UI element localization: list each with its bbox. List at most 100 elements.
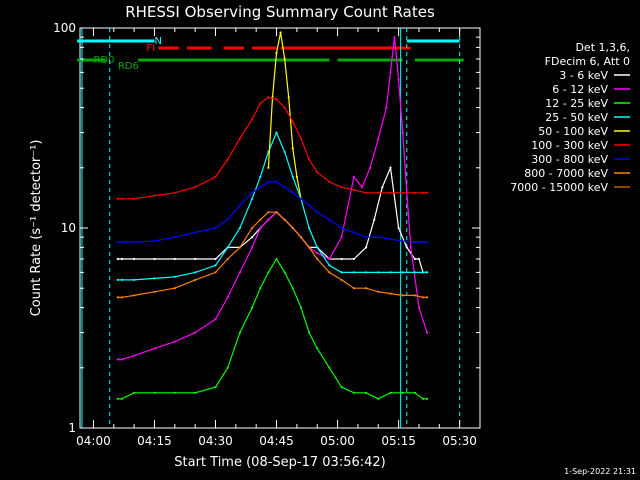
x-tick-label: 05:00 [320,434,355,448]
series-group [116,31,429,400]
series-point-5 [226,158,229,161]
series-point-4 [267,166,270,169]
legend-label: 12 - 25 keV [545,97,608,110]
series-point-3 [291,175,294,178]
series-point-5 [413,191,416,194]
series-point-1 [153,347,156,350]
flag-label-rd0: RD0 [93,55,114,66]
series-point-2 [259,287,262,290]
series-point-1 [397,78,400,81]
series-point-6 [275,180,278,183]
series-point-1 [360,186,364,189]
series-point-7 [340,278,343,281]
series-point-0 [417,257,421,261]
series-point-2 [401,391,404,394]
series-point-1 [385,106,388,109]
series-point-2 [214,386,217,389]
series-point-5 [308,158,311,161]
series-point-6 [267,180,270,183]
series-point-2 [316,347,319,350]
series-point-1 [316,251,319,255]
series-point-5 [377,191,380,194]
series-point-2 [133,391,136,394]
series-point-7 [153,290,156,293]
series-point-2 [275,257,278,261]
series-point-3 [173,275,176,278]
series-point-1 [369,166,372,169]
series-point-0 [389,166,392,169]
legend-label: 300 - 800 keV [531,153,608,166]
series-point-0 [120,257,123,261]
series-point-4 [291,147,294,150]
series-point-5 [259,102,262,105]
series-point-7 [120,296,123,299]
series-point-1 [214,318,217,321]
series-point-1 [389,71,392,74]
flag-label-fi: FI [146,43,155,54]
series-point-0 [153,257,156,261]
series-point-6 [328,218,331,221]
series-point-6 [251,191,254,194]
series-point-0 [116,257,119,261]
series-point-5 [401,191,404,194]
x-tick-label: 04:00 [76,434,111,448]
series-point-4 [275,51,278,55]
series-point-2 [238,331,241,334]
series-point-6 [308,204,311,207]
footer-date: 1-Sep-2022 21:31 [564,467,636,476]
series-point-6 [401,240,404,243]
series-point-7 [173,287,176,290]
series-point-0 [381,186,384,189]
series-point-6 [426,241,429,244]
series-point-1 [133,354,136,357]
series-point-2 [226,366,229,369]
series-point-7 [214,271,217,274]
series-point-1 [401,131,404,134]
series-point-2 [340,386,343,389]
series-point-1 [194,331,197,334]
series-point-7 [275,211,278,214]
series-point-3 [214,264,217,267]
series-point-1 [226,296,229,299]
series-point-2 [413,391,416,394]
series-point-2 [194,391,197,394]
series-point-3 [328,264,331,267]
series-point-2 [116,397,119,400]
series-point-7 [251,226,254,230]
series-point-7 [401,294,404,297]
series-point-2 [267,271,270,274]
series-point-6 [120,241,123,244]
series-point-5 [283,106,286,109]
series-point-2 [299,306,303,309]
series-point-1 [377,137,380,140]
series-point-6 [352,231,355,234]
series-point-5 [389,191,392,194]
series-line-5 [117,96,428,200]
series-point-3 [116,278,119,281]
series-point-0 [373,218,376,221]
series-point-1 [426,331,429,334]
series-point-5 [340,186,343,189]
series-point-7 [389,292,392,295]
series-point-3 [194,271,197,274]
flag-label-rd6: RD6 [118,61,139,72]
series-point-7 [133,294,136,297]
series-point-3 [238,226,241,230]
series-point-1 [393,36,396,39]
series-point-1 [352,175,355,178]
series-point-2 [352,391,355,394]
series-point-0 [173,257,176,261]
series-point-7 [259,218,262,221]
series-point-2 [377,397,380,400]
series-point-2 [153,391,156,394]
series-point-5 [328,180,331,183]
series-point-3 [316,246,319,249]
series-point-2 [426,397,429,400]
series-point-7 [377,290,380,293]
series-point-6 [194,231,197,234]
legend-label: 50 - 100 keV [538,125,608,138]
series-point-6 [116,241,119,244]
series-point-3 [352,271,355,274]
series-point-0 [214,257,217,261]
